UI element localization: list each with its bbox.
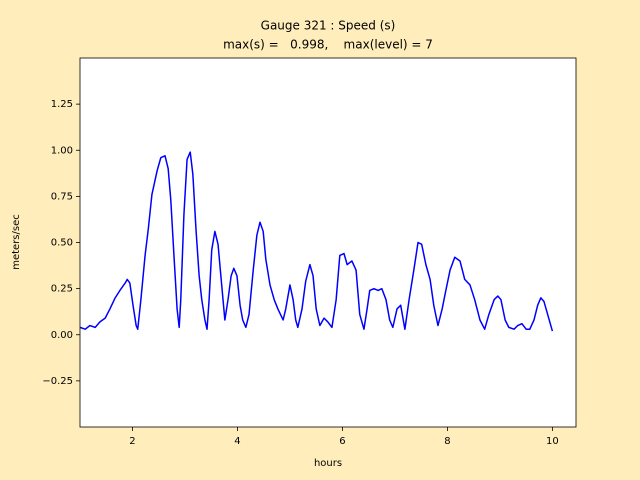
plot-frame [79, 57, 577, 428]
y-axis-label: meters/sec [11, 214, 22, 270]
x-tick-label: 8 [444, 436, 450, 447]
y-tick-label: −0.25 [42, 376, 73, 387]
x-tick-label: 10 [546, 436, 559, 447]
plot-area [80, 58, 576, 427]
chart-subtitle: max(s) = 0.998, max(level) = 7 [223, 38, 433, 52]
y-tick-label: 0.50 [51, 238, 73, 249]
y-tick-label: 1.00 [51, 145, 73, 156]
y-tick-label: 0.00 [51, 330, 73, 341]
x-tick-label: 2 [129, 436, 135, 447]
chart-title: Gauge 321 : Speed (s) [261, 19, 396, 33]
y-tick-label: 0.75 [51, 191, 73, 202]
data-line [79, 151, 554, 332]
y-tick-label: 0.25 [51, 284, 73, 295]
x-tick-label: 4 [234, 436, 240, 447]
y-tick-label: 1.25 [51, 99, 73, 110]
x-tick-label: 6 [339, 436, 345, 447]
x-axis-label: hours [314, 458, 342, 469]
